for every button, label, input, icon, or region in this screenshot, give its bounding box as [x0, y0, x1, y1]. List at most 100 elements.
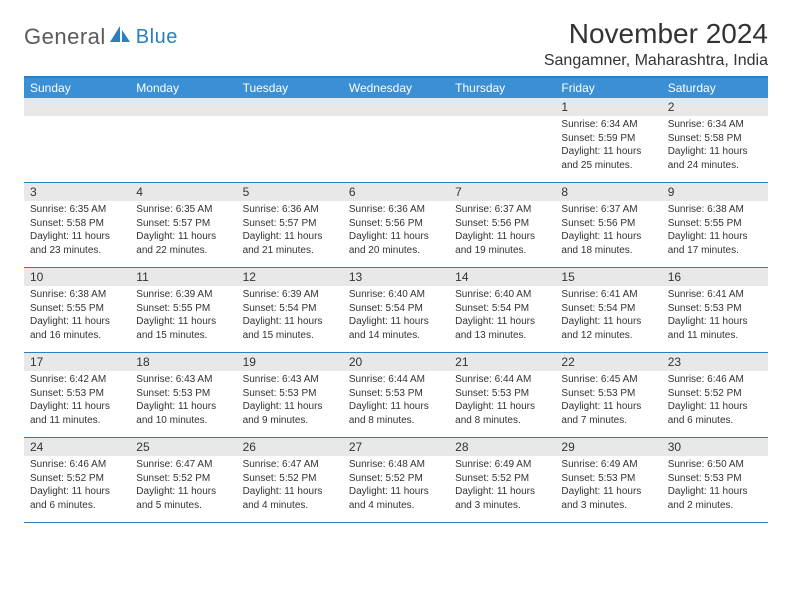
daylight-line: Daylight: 11 hours and 5 minutes.: [136, 485, 230, 512]
sunset-line: Sunset: 5:52 PM: [349, 472, 443, 486]
sunset-line: Sunset: 5:57 PM: [136, 217, 230, 231]
daylight-line: Daylight: 11 hours and 4 minutes.: [243, 485, 337, 512]
day-cell: Sunrise: 6:35 AMSunset: 5:57 PMDaylight:…: [130, 201, 236, 267]
title-block: November 2024 Sangamner, Maharashtra, In…: [544, 18, 768, 70]
day-cell: [449, 116, 555, 182]
daylight-line: Daylight: 11 hours and 3 minutes.: [561, 485, 655, 512]
day-cell: Sunrise: 6:41 AMSunset: 5:54 PMDaylight:…: [555, 286, 661, 352]
logo: General Blue: [24, 18, 178, 50]
daylight-line: Daylight: 11 hours and 19 minutes.: [455, 230, 549, 257]
header: General Blue November 2024 Sangamner, Ma…: [24, 18, 768, 70]
day-number: 30: [662, 438, 768, 456]
day-number: 16: [662, 268, 768, 286]
day-number: [449, 98, 555, 116]
daylight-line: Daylight: 11 hours and 6 minutes.: [30, 485, 124, 512]
sunset-line: Sunset: 5:53 PM: [561, 387, 655, 401]
sunset-line: Sunset: 5:53 PM: [668, 472, 762, 486]
sunrise-line: Sunrise: 6:40 AM: [349, 288, 443, 302]
sunset-line: Sunset: 5:53 PM: [455, 387, 549, 401]
day-cell: Sunrise: 6:47 AMSunset: 5:52 PMDaylight:…: [237, 456, 343, 522]
day-number: 17: [24, 353, 130, 371]
page-subtitle: Sangamner, Maharashtra, India: [544, 52, 768, 70]
day-number: 3: [24, 183, 130, 201]
daylight-line: Daylight: 11 hours and 12 minutes.: [561, 315, 655, 342]
daynum-row: 17181920212223: [24, 353, 768, 371]
daylight-line: Daylight: 11 hours and 14 minutes.: [349, 315, 443, 342]
sunrise-line: Sunrise: 6:39 AM: [136, 288, 230, 302]
daynum-row: 3456789: [24, 183, 768, 201]
sunset-line: Sunset: 5:58 PM: [668, 132, 762, 146]
sunset-line: Sunset: 5:53 PM: [668, 302, 762, 316]
sunrise-line: Sunrise: 6:34 AM: [561, 118, 655, 132]
sunrise-line: Sunrise: 6:49 AM: [561, 458, 655, 472]
dow-cell: Wednesday: [343, 78, 449, 98]
daylight-line: Daylight: 11 hours and 21 minutes.: [243, 230, 337, 257]
sunset-line: Sunset: 5:52 PM: [668, 387, 762, 401]
week-row: Sunrise: 6:35 AMSunset: 5:58 PMDaylight:…: [24, 201, 768, 268]
daylight-line: Daylight: 11 hours and 2 minutes.: [668, 485, 762, 512]
dow-cell: Sunday: [24, 78, 130, 98]
daylight-line: Daylight: 11 hours and 3 minutes.: [455, 485, 549, 512]
sunset-line: Sunset: 5:54 PM: [243, 302, 337, 316]
sunrise-line: Sunrise: 6:41 AM: [668, 288, 762, 302]
sunset-line: Sunset: 5:56 PM: [349, 217, 443, 231]
day-cell: Sunrise: 6:47 AMSunset: 5:52 PMDaylight:…: [130, 456, 236, 522]
sunrise-line: Sunrise: 6:35 AM: [30, 203, 124, 217]
sunset-line: Sunset: 5:58 PM: [30, 217, 124, 231]
week-row: Sunrise: 6:46 AMSunset: 5:52 PMDaylight:…: [24, 456, 768, 523]
day-cell: Sunrise: 6:49 AMSunset: 5:52 PMDaylight:…: [449, 456, 555, 522]
daylight-line: Daylight: 11 hours and 10 minutes.: [136, 400, 230, 427]
day-cell: Sunrise: 6:46 AMSunset: 5:52 PMDaylight:…: [662, 371, 768, 437]
day-of-week-row: SundayMondayTuesdayWednesdayThursdayFrid…: [24, 78, 768, 98]
day-number: 14: [449, 268, 555, 286]
daylight-line: Daylight: 11 hours and 23 minutes.: [30, 230, 124, 257]
day-number: 22: [555, 353, 661, 371]
day-cell: Sunrise: 6:45 AMSunset: 5:53 PMDaylight:…: [555, 371, 661, 437]
day-number: [24, 98, 130, 116]
daylight-line: Daylight: 11 hours and 8 minutes.: [455, 400, 549, 427]
day-cell: Sunrise: 6:36 AMSunset: 5:57 PMDaylight:…: [237, 201, 343, 267]
sunrise-line: Sunrise: 6:48 AM: [349, 458, 443, 472]
day-number: 27: [343, 438, 449, 456]
sunrise-line: Sunrise: 6:36 AM: [349, 203, 443, 217]
day-number: 28: [449, 438, 555, 456]
daynum-row: 12: [24, 98, 768, 116]
day-cell: Sunrise: 6:43 AMSunset: 5:53 PMDaylight:…: [130, 371, 236, 437]
day-cell: Sunrise: 6:44 AMSunset: 5:53 PMDaylight:…: [343, 371, 449, 437]
daylight-line: Daylight: 11 hours and 6 minutes.: [668, 400, 762, 427]
sunrise-line: Sunrise: 6:44 AM: [349, 373, 443, 387]
day-cell: Sunrise: 6:34 AMSunset: 5:59 PMDaylight:…: [555, 116, 661, 182]
day-cell: Sunrise: 6:43 AMSunset: 5:53 PMDaylight:…: [237, 371, 343, 437]
daynum-row: 10111213141516: [24, 268, 768, 286]
day-cell: Sunrise: 6:39 AMSunset: 5:55 PMDaylight:…: [130, 286, 236, 352]
day-number: 2: [662, 98, 768, 116]
week-row: Sunrise: 6:42 AMSunset: 5:53 PMDaylight:…: [24, 371, 768, 438]
day-number: 6: [343, 183, 449, 201]
sunrise-line: Sunrise: 6:36 AM: [243, 203, 337, 217]
dow-cell: Monday: [130, 78, 236, 98]
sunrise-line: Sunrise: 6:37 AM: [561, 203, 655, 217]
day-number: 26: [237, 438, 343, 456]
sunset-line: Sunset: 5:53 PM: [136, 387, 230, 401]
sunset-line: Sunset: 5:56 PM: [561, 217, 655, 231]
day-cell: Sunrise: 6:44 AMSunset: 5:53 PMDaylight:…: [449, 371, 555, 437]
sunset-line: Sunset: 5:57 PM: [243, 217, 337, 231]
sunset-line: Sunset: 5:52 PM: [243, 472, 337, 486]
daylight-line: Daylight: 11 hours and 16 minutes.: [30, 315, 124, 342]
sunrise-line: Sunrise: 6:41 AM: [561, 288, 655, 302]
daylight-line: Daylight: 11 hours and 4 minutes.: [349, 485, 443, 512]
day-number: 5: [237, 183, 343, 201]
daylight-line: Daylight: 11 hours and 18 minutes.: [561, 230, 655, 257]
day-number: 29: [555, 438, 661, 456]
day-number: 24: [24, 438, 130, 456]
sunset-line: Sunset: 5:55 PM: [668, 217, 762, 231]
sunset-line: Sunset: 5:54 PM: [455, 302, 549, 316]
week-row: Sunrise: 6:38 AMSunset: 5:55 PMDaylight:…: [24, 286, 768, 353]
sunset-line: Sunset: 5:52 PM: [30, 472, 124, 486]
day-cell: Sunrise: 6:42 AMSunset: 5:53 PMDaylight:…: [24, 371, 130, 437]
daylight-line: Daylight: 11 hours and 15 minutes.: [136, 315, 230, 342]
day-cell: Sunrise: 6:40 AMSunset: 5:54 PMDaylight:…: [449, 286, 555, 352]
day-number: 8: [555, 183, 661, 201]
day-number: 21: [449, 353, 555, 371]
sunset-line: Sunset: 5:54 PM: [349, 302, 443, 316]
